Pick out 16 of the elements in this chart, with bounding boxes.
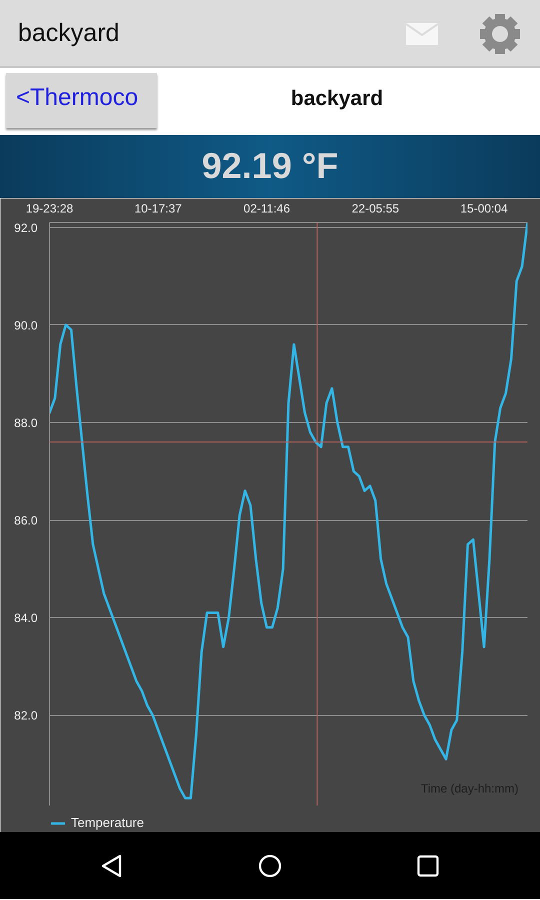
legend-label: Temperature bbox=[71, 815, 144, 830]
y-tick-label: 86.0 bbox=[14, 514, 38, 528]
text: backyard bbox=[18, 18, 120, 48]
x-tick-label: 19-23:28 bbox=[26, 202, 74, 216]
y-tick-label: 88.0 bbox=[14, 416, 38, 430]
y-tick-label: 82.0 bbox=[14, 708, 38, 723]
y-tick-label: 90.0 bbox=[14, 318, 38, 332]
y-tick-label: 84.0 bbox=[14, 611, 38, 626]
x-tick-label: 15-00:04 bbox=[460, 202, 508, 216]
chart-title: backyard bbox=[290, 86, 384, 112]
x-tick-label: 22-05:55 bbox=[352, 202, 400, 216]
y-tick-label: 92.0 bbox=[14, 220, 38, 235]
chart-subtitle: 92.19 °F bbox=[200, 145, 340, 186]
text: <Thermoco bbox=[16, 84, 138, 112]
x-tick-label: 02-11:46 bbox=[244, 202, 290, 216]
x-tick-label: 10-17:37 bbox=[134, 202, 182, 216]
